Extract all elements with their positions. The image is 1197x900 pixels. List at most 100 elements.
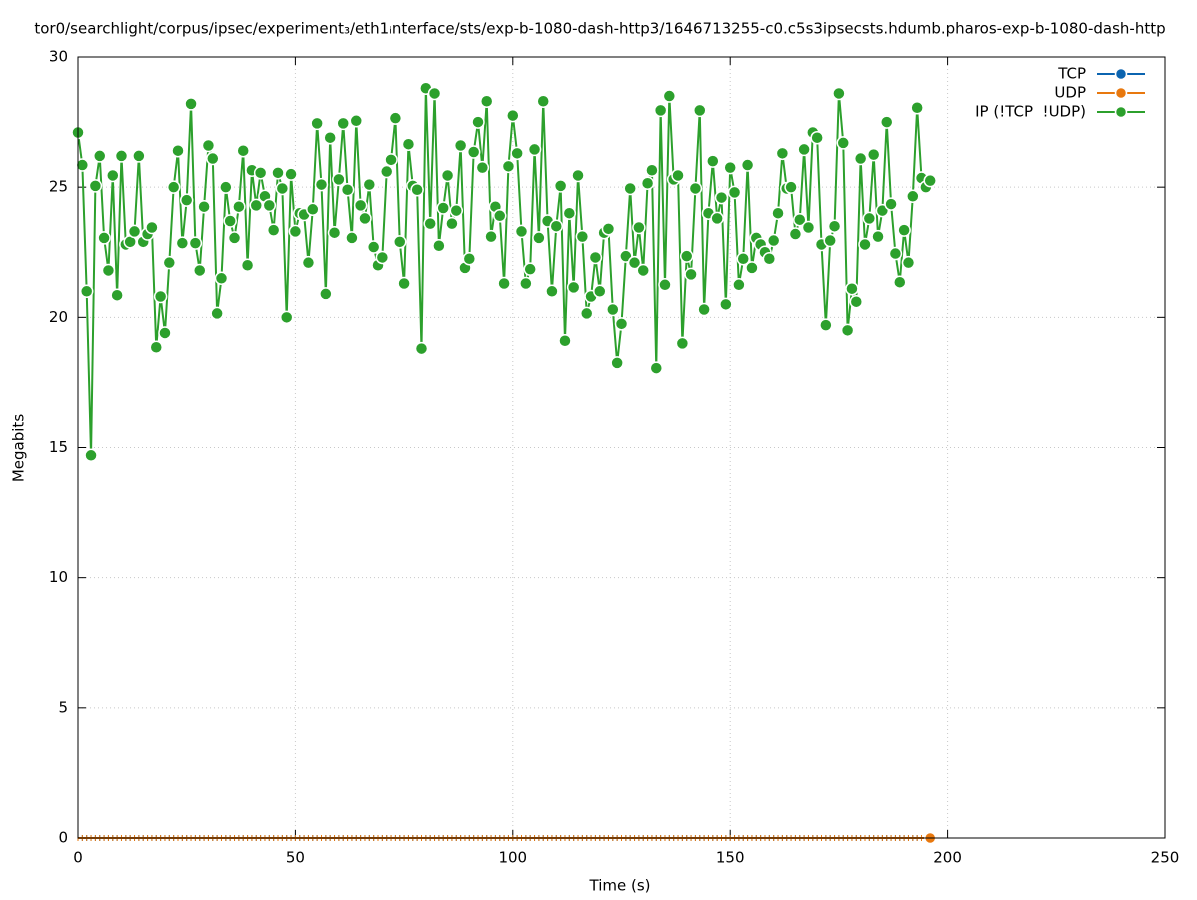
point — [158, 326, 172, 340]
point — [823, 233, 837, 248]
point — [793, 212, 807, 227]
x-tick-label: 50 — [286, 849, 305, 867]
point — [797, 142, 811, 157]
point — [366, 240, 381, 254]
point — [214, 271, 229, 286]
point — [101, 263, 116, 278]
point — [336, 116, 350, 131]
point — [632, 220, 646, 235]
point — [593, 284, 607, 299]
point — [236, 143, 250, 158]
point — [345, 231, 359, 245]
point — [449, 203, 464, 218]
point — [736, 252, 750, 266]
point — [832, 86, 846, 101]
point — [675, 336, 690, 351]
point — [727, 185, 742, 200]
point — [445, 216, 459, 231]
point — [853, 151, 868, 166]
point — [627, 255, 642, 270]
point — [114, 149, 129, 163]
point — [693, 103, 707, 118]
point — [149, 340, 164, 355]
point — [636, 263, 650, 278]
point — [127, 224, 142, 239]
y-tick-label: 10 — [49, 568, 68, 586]
point — [545, 284, 559, 299]
point — [384, 153, 398, 167]
point — [453, 138, 468, 153]
point — [436, 201, 450, 215]
point — [871, 229, 885, 244]
y-axis-label: Megabits — [10, 414, 28, 482]
point — [201, 138, 216, 153]
point — [897, 223, 911, 237]
point — [210, 306, 224, 321]
point — [266, 223, 281, 237]
point — [579, 306, 594, 321]
y-tick-label: 15 — [49, 438, 68, 456]
point — [401, 137, 416, 151]
point — [562, 206, 577, 220]
point — [923, 173, 937, 188]
x-tick-label: 150 — [716, 849, 745, 867]
legend-swatch — [1114, 86, 1128, 100]
point — [514, 224, 529, 239]
point — [614, 317, 629, 331]
point — [323, 130, 337, 145]
point — [75, 158, 90, 172]
point — [862, 211, 877, 226]
point — [179, 193, 194, 207]
point — [388, 111, 403, 125]
legend-swatch — [1114, 67, 1128, 81]
point — [888, 246, 903, 261]
point — [745, 261, 759, 275]
x-tick-label: 200 — [933, 849, 962, 867]
point — [362, 177, 377, 192]
legend-swatch — [1114, 105, 1128, 119]
point — [866, 147, 881, 162]
point — [784, 180, 798, 194]
point — [819, 318, 833, 332]
point — [510, 146, 524, 161]
point — [501, 159, 516, 174]
point — [192, 263, 207, 278]
point — [532, 231, 546, 245]
point — [253, 166, 268, 180]
point — [92, 149, 107, 163]
point — [645, 163, 659, 177]
point — [414, 341, 429, 356]
point — [801, 220, 816, 235]
point — [223, 214, 237, 228]
point — [423, 216, 437, 231]
point — [175, 236, 190, 250]
point — [910, 101, 924, 115]
point — [306, 202, 320, 217]
point — [493, 209, 507, 223]
point — [479, 94, 494, 109]
point — [766, 233, 781, 248]
legend-label: IP (!TCP !UDP) — [975, 103, 1086, 121]
point — [184, 97, 198, 111]
point — [88, 179, 103, 193]
point — [471, 115, 485, 129]
point — [466, 145, 481, 159]
point — [571, 168, 585, 183]
point — [427, 86, 442, 101]
point — [249, 198, 264, 213]
point — [706, 154, 720, 168]
point — [893, 275, 907, 289]
point — [475, 160, 490, 175]
y-tick-label: 0 — [58, 829, 68, 847]
point — [671, 168, 685, 183]
point — [375, 250, 390, 265]
point — [145, 220, 159, 235]
point — [314, 177, 329, 192]
point — [462, 252, 477, 266]
y-tick-label: 30 — [49, 48, 68, 66]
point — [310, 116, 324, 131]
point — [610, 356, 624, 370]
point — [279, 310, 294, 325]
plot-border — [77, 56, 1166, 839]
